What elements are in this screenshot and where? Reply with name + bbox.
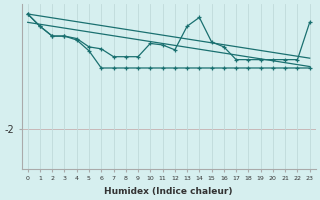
X-axis label: Humidex (Indice chaleur): Humidex (Indice chaleur) xyxy=(104,187,233,196)
